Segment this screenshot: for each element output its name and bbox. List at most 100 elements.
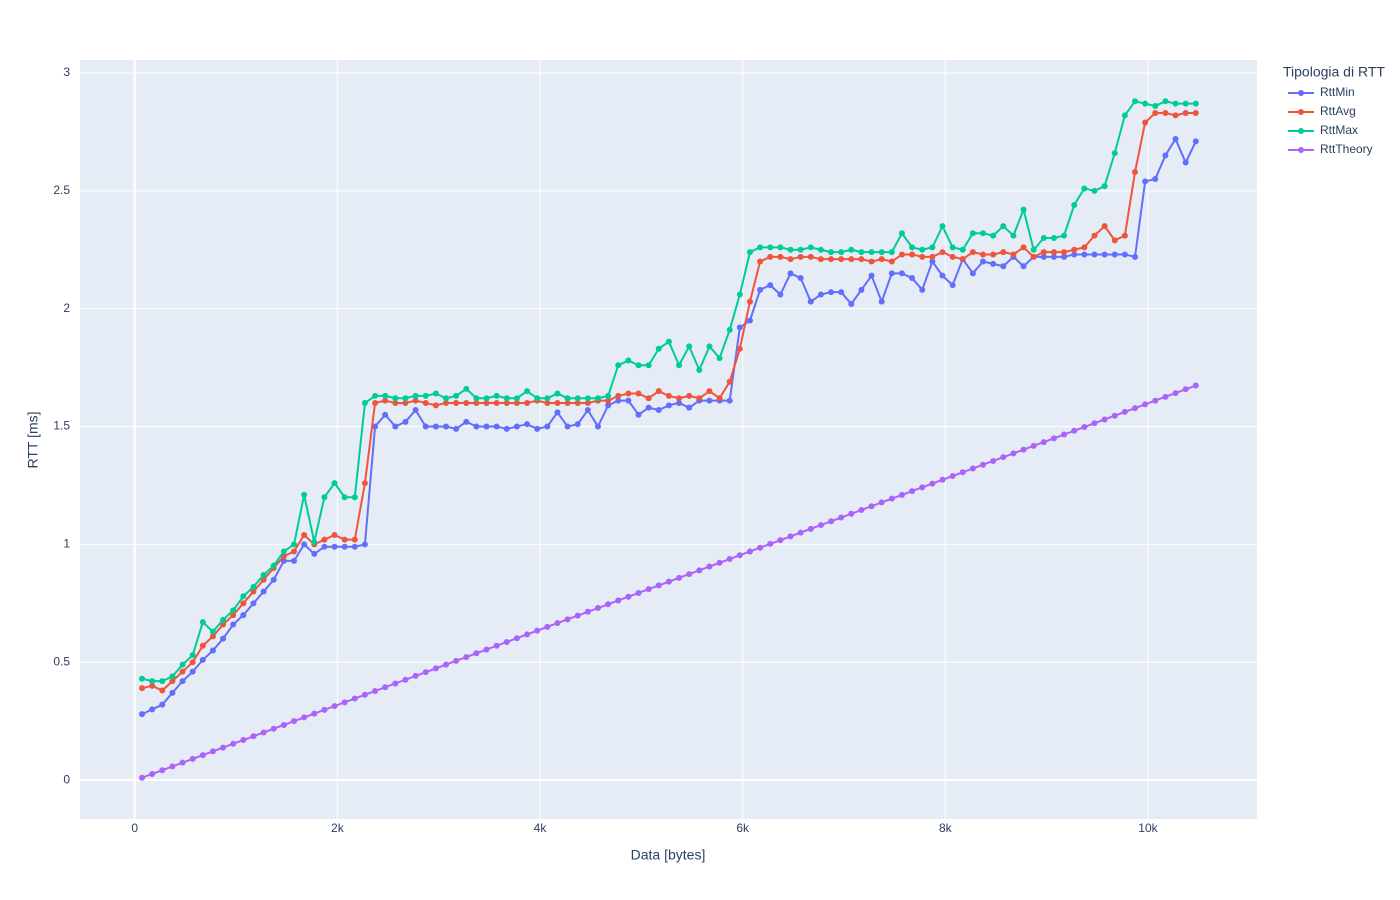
point — [746, 548, 753, 555]
point — [209, 748, 216, 755]
point — [473, 399, 480, 406]
point — [909, 251, 916, 258]
point — [807, 253, 814, 260]
point — [797, 275, 804, 282]
point — [250, 600, 257, 607]
point — [807, 244, 814, 251]
point — [969, 465, 976, 472]
point — [736, 291, 743, 298]
point — [1182, 110, 1189, 117]
point — [554, 409, 561, 416]
point — [209, 628, 216, 635]
point — [594, 423, 601, 430]
point — [270, 725, 277, 732]
point — [635, 362, 642, 369]
point — [513, 395, 520, 402]
point — [1000, 454, 1007, 461]
point — [848, 510, 855, 517]
point — [959, 469, 966, 476]
point — [280, 548, 287, 555]
point — [574, 399, 581, 406]
x-tick-label: 6k — [736, 821, 750, 835]
point — [990, 457, 997, 464]
point — [513, 635, 520, 642]
point — [544, 423, 551, 430]
point — [1132, 168, 1139, 175]
point — [139, 711, 146, 718]
point — [280, 721, 287, 728]
point — [331, 703, 338, 710]
point — [615, 597, 622, 604]
point — [828, 249, 835, 256]
point — [817, 246, 824, 253]
point — [777, 291, 784, 298]
point — [1000, 249, 1007, 256]
x-tick-label: 4k — [534, 821, 548, 835]
point — [838, 289, 845, 296]
point — [645, 404, 652, 411]
point — [1040, 234, 1047, 241]
point — [676, 362, 683, 369]
point — [838, 256, 845, 263]
point — [564, 395, 571, 402]
point — [321, 706, 328, 713]
point — [1020, 244, 1027, 251]
point — [149, 706, 156, 713]
point — [919, 286, 926, 293]
point — [493, 392, 500, 399]
point — [969, 270, 976, 277]
point — [909, 244, 916, 251]
y-tick-label: 2 — [63, 301, 70, 315]
point — [199, 752, 206, 759]
point — [1091, 232, 1098, 239]
point — [655, 345, 662, 352]
point — [574, 612, 581, 619]
point — [1030, 442, 1037, 449]
point — [878, 249, 885, 256]
point — [524, 388, 531, 395]
point — [594, 395, 601, 402]
point — [736, 552, 743, 559]
point — [898, 230, 905, 237]
point — [777, 253, 784, 260]
point — [159, 767, 166, 774]
point — [564, 423, 571, 430]
point — [676, 395, 683, 402]
point — [686, 392, 693, 399]
point — [240, 612, 247, 619]
point — [554, 399, 561, 406]
point — [1111, 251, 1118, 258]
point — [706, 563, 713, 570]
point — [1050, 435, 1057, 442]
point — [503, 425, 510, 432]
legend-label: RttMin — [1320, 85, 1355, 99]
point — [716, 395, 723, 402]
point — [341, 494, 348, 501]
point — [665, 578, 672, 585]
point — [564, 616, 571, 623]
point — [584, 399, 591, 406]
point — [240, 600, 247, 607]
point — [828, 289, 835, 296]
point — [503, 395, 510, 402]
point — [139, 685, 146, 692]
point — [605, 601, 612, 608]
point — [625, 593, 632, 600]
point — [706, 397, 713, 404]
point — [402, 399, 409, 406]
point — [888, 249, 895, 256]
point — [179, 661, 186, 668]
point — [1091, 187, 1098, 194]
point — [230, 740, 237, 747]
point — [807, 525, 814, 532]
point — [980, 258, 987, 265]
point — [1050, 249, 1057, 256]
point — [291, 718, 297, 725]
point — [392, 395, 399, 402]
point — [726, 397, 733, 404]
point — [291, 557, 297, 564]
point — [463, 418, 470, 425]
point — [767, 253, 774, 260]
point — [1071, 427, 1078, 434]
